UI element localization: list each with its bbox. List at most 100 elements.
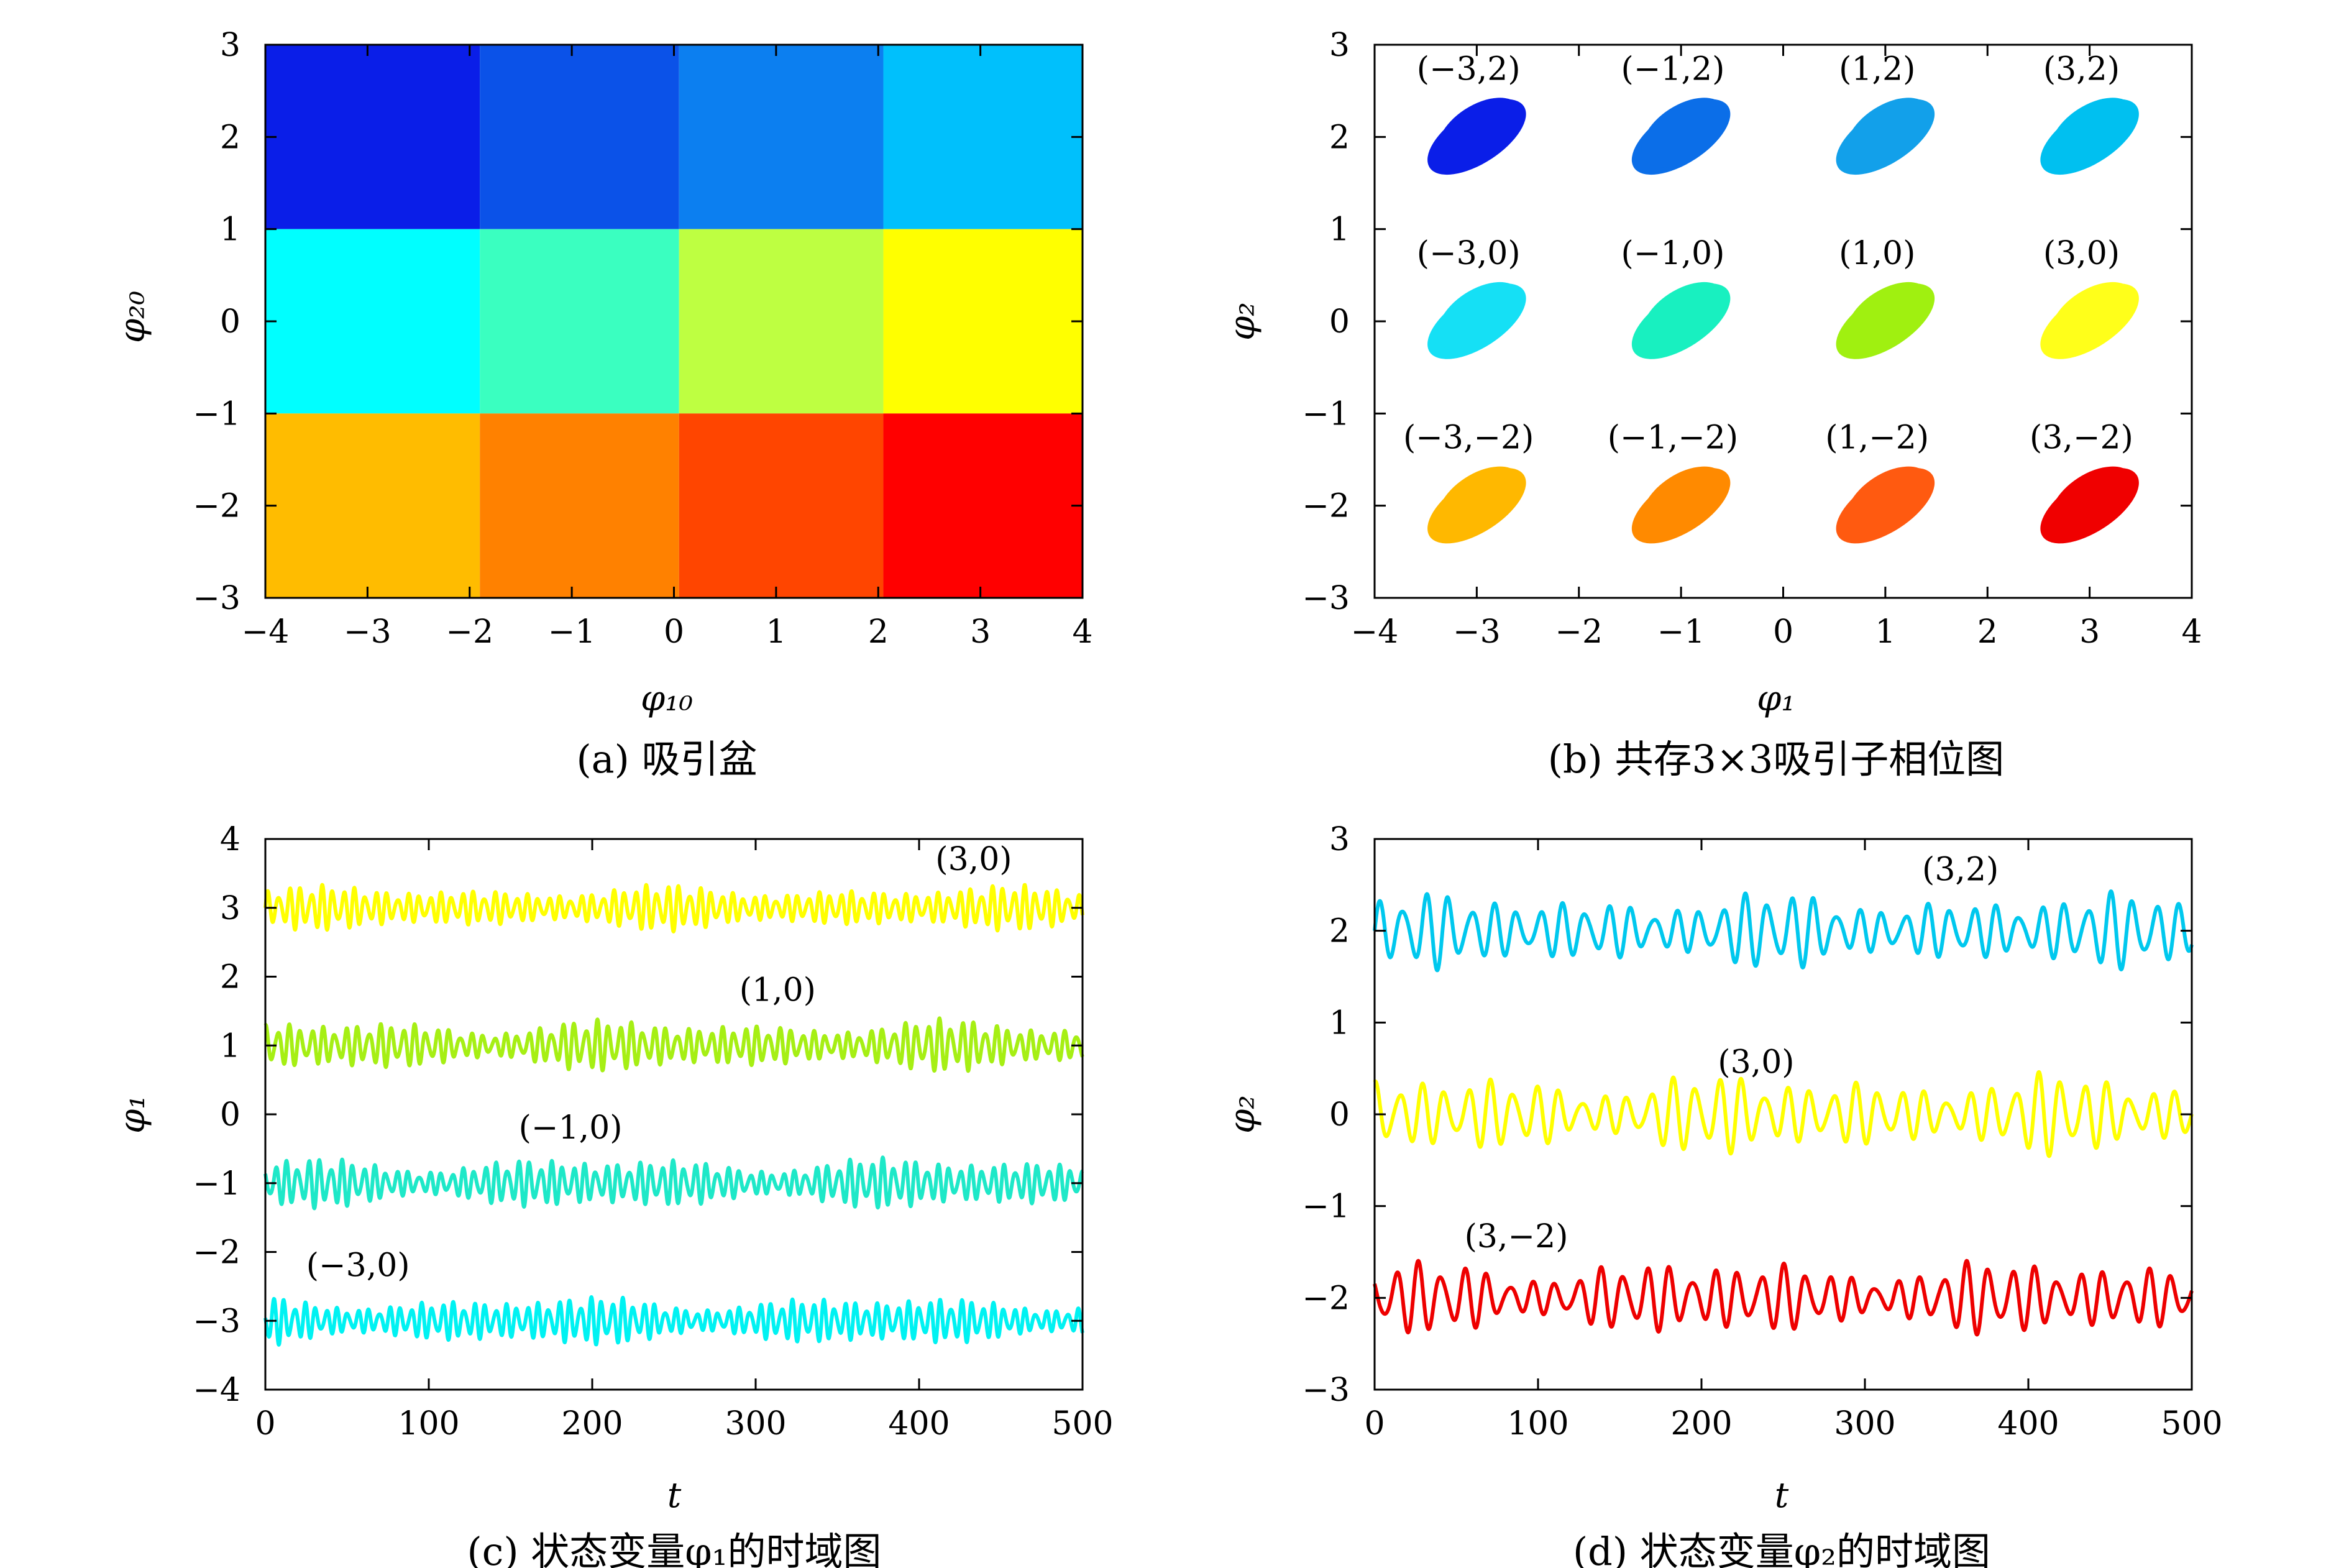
c-series-line [263, 883, 1084, 933]
b-attractor-cluster-core [2050, 466, 2136, 536]
b-attractor-label: (1,−2) [1825, 420, 1929, 457]
c-y-tick-label: 4 [220, 821, 240, 858]
a-x-axis-label: φ₁₀ [641, 679, 693, 719]
c-caption: (c) 状态变量φ₁的时域图 [467, 1529, 881, 1568]
c-y-tick-label: −3 [193, 1303, 240, 1340]
a-y-tick-label: 1 [220, 211, 240, 249]
b-attractor-label: (−3,2) [1417, 50, 1521, 88]
b-y-tick-label: −1 [1302, 395, 1350, 433]
a-heatmap-cell [265, 45, 480, 229]
c-series-label: (1,0) [740, 971, 816, 1009]
d-y-tick-label: −2 [1302, 1280, 1350, 1317]
a-heatmap-cell [480, 413, 679, 598]
a-heatmap-cell [883, 229, 1083, 414]
d-x-tick-label: 200 [1670, 1405, 1732, 1442]
d-x-axis-label: t [1775, 1475, 1789, 1516]
b-attractor-label: (3,0) [2043, 235, 2120, 272]
a-x-tick-label: −2 [446, 613, 493, 651]
d-x-tick-label: 400 [1997, 1405, 2059, 1442]
b-attractor-label: (−1,0) [1621, 235, 1725, 272]
a-heatmap-cell [679, 45, 884, 229]
b-y-tick-label: −3 [1302, 580, 1350, 617]
b-attractor-label: (−1,−2) [1608, 420, 1738, 457]
b-x-tick-label: −2 [1555, 613, 1603, 651]
a-y-tick-label: −2 [193, 488, 240, 525]
c-x-tick-label: 100 [398, 1405, 459, 1442]
b-attractor-cluster-core [1846, 98, 1932, 168]
d-axes: 0 100 200 300 400 500 −3 −2 −1 0 1 2 3 [1302, 821, 2222, 1442]
c-axes: 0 100 200 300 400 500 −4 −3 −2 −1 0 1 2 3 4 [193, 821, 1113, 1442]
b-x-tick-label: 4 [2181, 613, 2202, 651]
d-y-tick-label: 2 [1329, 913, 1350, 950]
d-series-line [1373, 889, 2194, 973]
b-y-tick-label: −2 [1302, 488, 1350, 525]
a-y-tick-label: −1 [193, 395, 240, 433]
a-x-tick-label: −3 [344, 613, 392, 651]
c-x-axis-label: t [667, 1475, 682, 1516]
c-series-line [263, 1016, 1084, 1073]
a-heatmap-cell [679, 229, 884, 414]
b-caption: (b) 共存3×3吸引子相位图 [1548, 736, 2005, 782]
a-x-tick-label: 2 [868, 613, 889, 651]
d-series-line [1373, 1259, 2194, 1337]
d-series-label: (3,2) [1922, 851, 1999, 888]
a-heatmap-cells [265, 45, 1083, 598]
c-y-tick-label: −2 [193, 1234, 240, 1272]
a-x-tick-label: −4 [242, 613, 290, 651]
d-x-tick-label: 500 [2161, 1405, 2222, 1442]
d-y-axis-label: φ₂ [1222, 1095, 1263, 1134]
a-caption: (a) 吸引盆 [576, 736, 757, 782]
c-series-lines: (3,0) (1,0) (−1,0) (−3,0) [263, 841, 1084, 1347]
panel-d-phi2-time-series: (3,2)(3,0)(3,−2) 0 100 200 300 400 500−3−2−10… [1222, 821, 2223, 1568]
a-x-tick-label: 4 [1072, 613, 1092, 651]
a-x-tick-label: −1 [548, 613, 596, 651]
b-attractor-cluster-core [1846, 466, 1932, 536]
d-x-tick-label: 300 [1834, 1405, 1895, 1442]
b-attractor-cluster-core [1641, 282, 1728, 352]
panel-b-attractor-phase: (−3,2) (−1,2) (1,2) (3,2) (−3,0) (−1,0) (1,0) (… [1222, 27, 2202, 782]
d-y-tick-label: −1 [1302, 1188, 1350, 1226]
b-x-tick-label: 2 [1977, 613, 1998, 651]
c-y-tick-label: 2 [220, 959, 240, 996]
b-attractor-label: (−3,−2) [1403, 420, 1534, 457]
b-x-tick-label: 3 [2079, 613, 2100, 651]
a-y-axis-label: φ₂₀ [112, 291, 153, 343]
c-y-tick-label: 0 [220, 1096, 240, 1134]
b-y-tick-label: 2 [1329, 119, 1350, 156]
a-x-tick-label: 1 [766, 613, 786, 651]
b-attractor-cluster-core [1437, 98, 1523, 168]
c-x-tick-label: 200 [561, 1405, 623, 1442]
b-x-tick-label: −4 [1351, 613, 1399, 651]
panel-c-phi1-time-series: (3,0) (1,0) (−1,0) (−3,0) 0 100 200 300 400 500 −… [112, 821, 1114, 1568]
b-x-tick-label: 0 [1773, 613, 1793, 651]
d-series-label: (3,−2) [1465, 1218, 1568, 1255]
b-attractor-clusters: (−3,2) (−1,2) (1,2) (3,2) (−3,0) (−1,0) (1,0) (… [1403, 50, 2139, 544]
a-y-tick-label: 0 [220, 303, 240, 341]
c-series-label: (−3,0) [306, 1247, 410, 1284]
d-series-lines: (3,2) (3,0) (3,−2) [1373, 851, 2194, 1337]
b-x-tick-label: −1 [1657, 613, 1705, 651]
d-series-line [1373, 1070, 2194, 1158]
b-y-tick-label: 1 [1329, 211, 1350, 249]
b-attractor-cluster-core [1437, 282, 1523, 352]
b-attractor-label: (3,2) [2043, 50, 2120, 88]
c-y-tick-label: −1 [193, 1165, 240, 1203]
d-y-tick-label: 1 [1329, 1004, 1350, 1042]
b-attractor-label: (−3,0) [1417, 235, 1521, 272]
a-heatmap-cell [679, 413, 884, 598]
c-x-tick-label: 0 [255, 1405, 275, 1442]
b-attractor-label: (1,2) [1839, 50, 1915, 88]
a-heatmap-cell [883, 413, 1083, 598]
a-heatmap-cell [480, 45, 679, 229]
c-series-line [263, 1155, 1084, 1211]
b-x-axis-label: φ₁ [1757, 679, 1795, 719]
d-x-tick-label: 0 [1364, 1405, 1385, 1442]
c-x-tick-label: 400 [888, 1405, 950, 1442]
a-heatmap-cell [265, 413, 480, 598]
b-x-tick-label: −3 [1453, 613, 1501, 651]
a-heatmap-cell [480, 229, 679, 414]
d-x-tick-label: 100 [1507, 1405, 1568, 1442]
a-heatmap-cell [265, 229, 480, 414]
c-series-label: (−1,0) [519, 1109, 623, 1147]
